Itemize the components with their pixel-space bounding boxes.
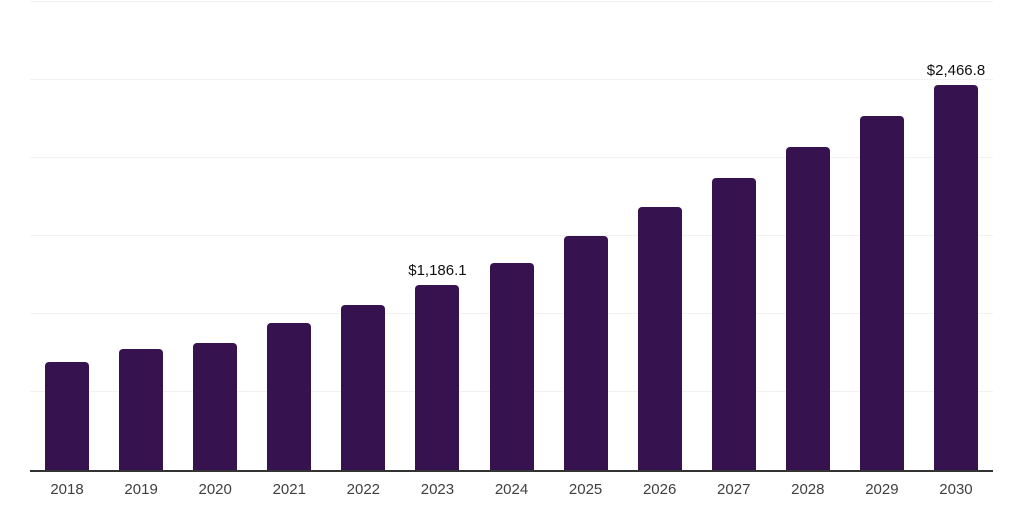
bar-2023 [415, 284, 460, 470]
bar-value-label-2030: $2,466.8 [926, 62, 986, 80]
bar-slot-2020 [178, 2, 252, 470]
bar-slot-2018 [30, 2, 104, 470]
bar-slot-2024 [474, 2, 548, 470]
bar-slot-2029 [845, 2, 919, 470]
bar-slot-2030: $2,466.8 [919, 2, 993, 470]
x-tick-label-2026: 2026 [642, 481, 677, 498]
x-tick-label-2020: 2020 [198, 481, 232, 498]
gridline-2000 [30, 157, 993, 158]
plot-area: $1,186.1 $2,466.8 [30, 1, 993, 472]
x-tick-label-2019: 2019 [124, 481, 158, 498]
bar-slot-2026 [623, 2, 697, 470]
bar-2029 [859, 115, 904, 470]
bar-2019 [119, 349, 164, 470]
bar-2028 [785, 147, 830, 470]
x-tick-label-2025: 2025 [568, 481, 603, 498]
x-tick-label-2030: 2030 [939, 481, 973, 498]
x-tick-label-2018: 2018 [50, 481, 84, 498]
bar-value-label-2023: $1,186.1 [408, 261, 467, 279]
x-tick-label-2022: 2022 [346, 481, 381, 498]
bar-2022 [341, 304, 386, 470]
bar-2026 [637, 207, 682, 470]
x-axis-tick-labels: 2018 2019 2020 2021 2022 2023 2024 2025 2026 2027… [30, 481, 993, 499]
bar-2030 [933, 85, 978, 470]
x-tick-label-2028: 2028 [791, 481, 825, 498]
bar-slot-2028 [771, 2, 845, 470]
bar-slot-2021 [252, 2, 326, 470]
bar-slot-2023: $1,186.1 [400, 2, 474, 470]
x-tick-label-2029: 2029 [865, 481, 899, 498]
x-tick-label-2027: 2027 [717, 481, 751, 498]
x-tick-label-2024: 2024 [494, 481, 529, 498]
bar-2024 [489, 262, 534, 470]
bar-slot-2019 [104, 2, 178, 470]
bars-container: $1,186.1 $2,466.8 [30, 2, 993, 470]
bar-slot-2022 [326, 2, 400, 470]
bar-2025 [563, 236, 608, 470]
bar-slot-2027 [697, 2, 771, 470]
x-tick-label-2021: 2021 [272, 481, 306, 498]
gridline-2500 [30, 79, 993, 80]
gridline-3000 [30, 1, 993, 2]
bar-2020 [193, 342, 238, 470]
bar-2027 [711, 178, 756, 470]
x-tick-label-2023: 2023 [420, 481, 455, 498]
gridline-1500 [30, 235, 993, 236]
bar-2018 [45, 361, 90, 470]
bar-2021 [267, 322, 312, 470]
bar-slot-2025 [549, 2, 623, 470]
